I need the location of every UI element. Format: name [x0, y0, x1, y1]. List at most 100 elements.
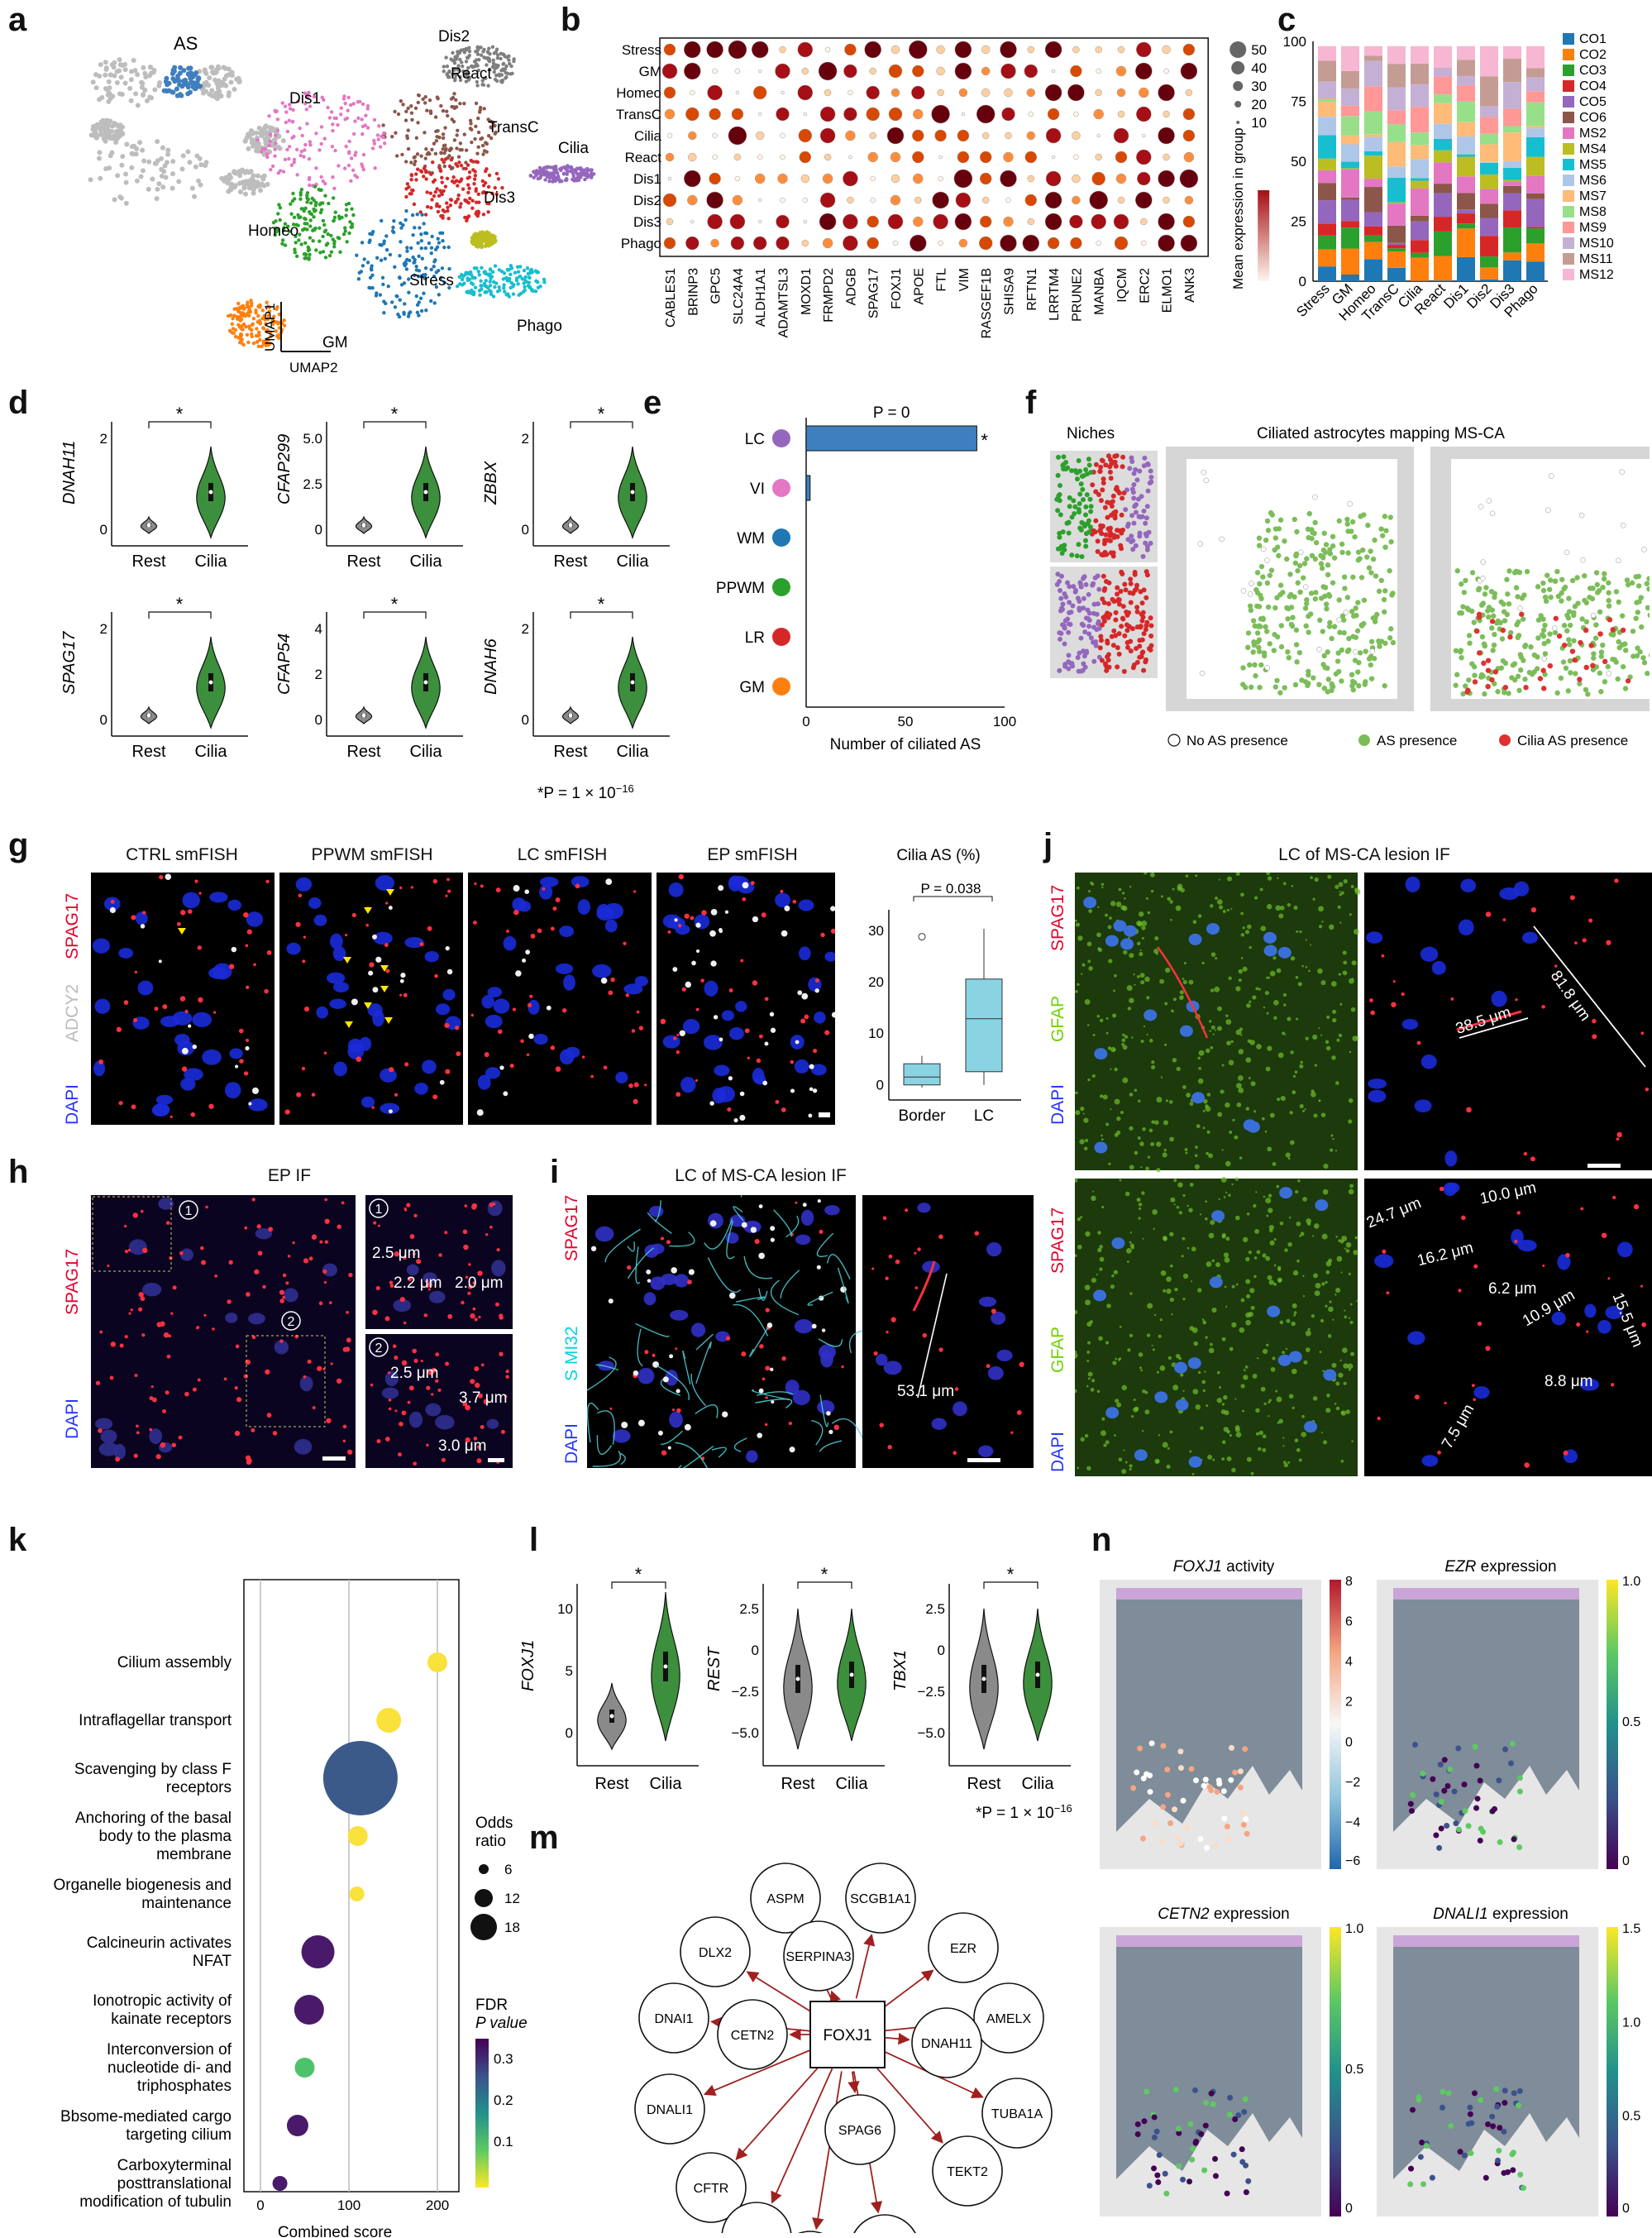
j-gfap-signal [1166, 1289, 1172, 1294]
umap-small-point [280, 138, 286, 144]
j-gfap-signal [1345, 1409, 1351, 1414]
micrograph-signal [1614, 878, 1619, 883]
dotplot-dot [667, 176, 672, 181]
dotplot-dot [1005, 132, 1012, 140]
micrograph-nucleus [92, 938, 110, 954]
dotplot-dot [931, 104, 950, 124]
umap-point [318, 188, 322, 192]
umap-point [487, 237, 491, 241]
umap-small-point [214, 80, 220, 86]
j-gfap-signal [1240, 892, 1244, 897]
f-spot-as [1306, 629, 1311, 635]
umap-point [455, 54, 460, 59]
dotplot-gene-label: APOE [912, 268, 926, 304]
j-gfap-signal [1294, 1070, 1298, 1074]
dotplot-dot [844, 43, 857, 56]
j-gfap-signal [1242, 1236, 1249, 1243]
j-gfap-signal [1252, 995, 1257, 1000]
umap-point [424, 231, 429, 236]
i-fiber [743, 1255, 773, 1279]
umap-small-point [259, 133, 265, 139]
umap-small-point-as [198, 84, 203, 89]
micrograph-bg [862, 1195, 1034, 1468]
j-gfap-signal [1349, 1303, 1353, 1306]
umap-point [406, 106, 410, 111]
umap-point [450, 117, 454, 122]
micrograph-signal [1554, 978, 1557, 982]
micrograph-signal-white [695, 922, 701, 928]
f-spot-as [1247, 603, 1253, 609]
violin-median [568, 713, 573, 718]
j-gfap-signal [1086, 1466, 1091, 1471]
j-gfap-signal [1332, 1017, 1337, 1023]
umap-point [528, 285, 532, 289]
umap-point [419, 246, 423, 251]
umap-small-point [141, 65, 146, 70]
micrograph-signal [136, 1424, 139, 1428]
umap-point [417, 269, 422, 273]
micrograph-nucleus [380, 1102, 400, 1114]
umap-point [504, 275, 508, 280]
umap-point [428, 299, 433, 304]
umap-point [455, 284, 460, 289]
dotplot-dot [824, 153, 832, 161]
umap-point [437, 293, 442, 297]
f-spot-as [1346, 635, 1352, 642]
umap-point [485, 141, 489, 146]
i-fiber [837, 1267, 849, 1304]
dotplot-dot [730, 236, 745, 251]
c-legend-label: MS12 [1579, 268, 1614, 282]
f-spot-as [1269, 512, 1276, 518]
j-nucleus [1263, 944, 1277, 957]
j-gfap-signal [1208, 1020, 1212, 1023]
j-gfap-signal [1311, 1089, 1315, 1093]
j-gfap-signal [1335, 1288, 1341, 1294]
umap-point [408, 258, 412, 263]
f-spot-as [1472, 672, 1478, 678]
f-spot-as [1278, 643, 1285, 650]
f-spot-as [1528, 644, 1534, 650]
umap-point [418, 169, 423, 173]
j-nucleus [1144, 1009, 1158, 1021]
umap-small-point [258, 188, 264, 194]
micrograph-signal [292, 1241, 295, 1245]
c-legend-label: CO2 [1579, 48, 1607, 62]
g-arrowhead [343, 957, 351, 964]
micrograph-nucleus [332, 946, 346, 961]
umap-small-point [192, 194, 198, 199]
f-spot-as [1457, 648, 1463, 655]
dotplot-dot [847, 89, 853, 96]
micrograph-nucleus [299, 1375, 313, 1392]
i-fiber [661, 1430, 683, 1445]
umap-point [439, 275, 443, 280]
j-gfap-signal [1144, 873, 1148, 875]
j-gfap-signal [1142, 1389, 1146, 1394]
umap-point [486, 133, 491, 138]
dotplot-dot [1140, 218, 1148, 226]
umap-point [267, 114, 271, 118]
j-gfap-signal [1217, 1006, 1222, 1011]
j-gfap-signal [1279, 906, 1285, 911]
dotplot-dot [890, 194, 901, 206]
umap-point [274, 329, 279, 333]
c-legend-swatch [1563, 33, 1574, 45]
umap-point [440, 175, 444, 180]
umap-point [447, 266, 451, 271]
umap-point [393, 305, 398, 309]
f-spot-as [1325, 562, 1331, 568]
umap-point [251, 316, 256, 321]
micrograph-signal [208, 1103, 214, 1109]
j-gfap-signal [1320, 1318, 1325, 1323]
umap-point [300, 133, 304, 138]
umap-point [267, 143, 271, 148]
umap-point [458, 205, 462, 209]
dotplot-dot [867, 215, 879, 228]
j-gfap-signal [1140, 1166, 1143, 1169]
j-gfap-signal [1218, 1198, 1220, 1201]
micrograph-signal [1645, 1088, 1650, 1092]
umap-point [422, 175, 426, 179]
umap-small-point [232, 169, 237, 175]
micrograph-nucleus [996, 1349, 1013, 1361]
j-gfap-signal [1310, 944, 1312, 946]
umap-point [396, 112, 401, 117]
